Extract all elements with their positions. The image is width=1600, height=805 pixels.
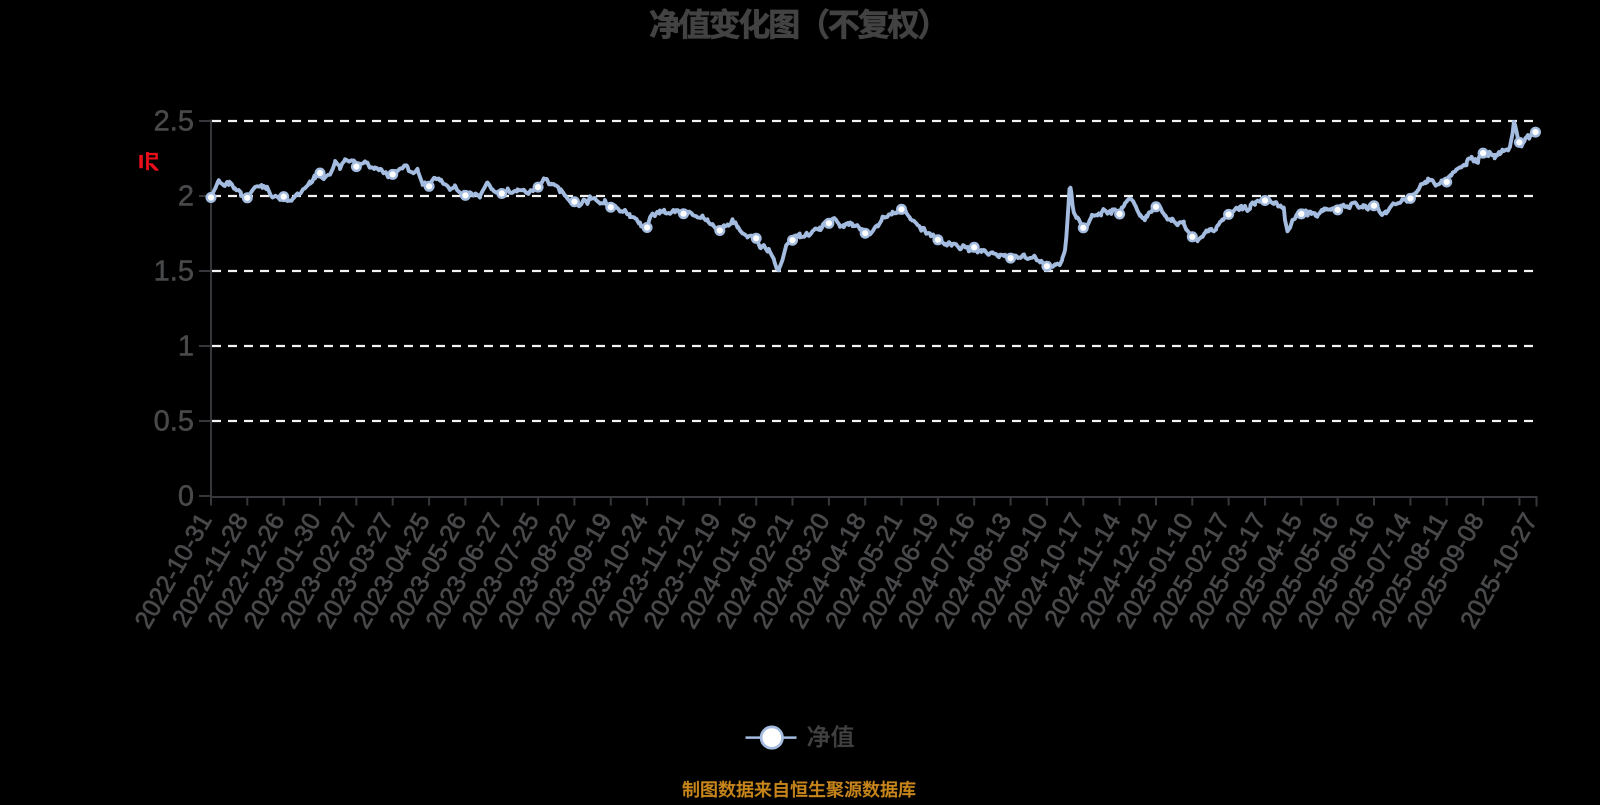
svg-text:1: 1 [178,331,194,363]
svg-text:0.5: 0.5 [154,406,194,438]
svg-text:1.5: 1.5 [154,256,194,288]
svg-text:2: 2 [178,181,194,213]
svg-text:0: 0 [178,481,194,513]
svg-text:2.5: 2.5 [154,106,194,138]
